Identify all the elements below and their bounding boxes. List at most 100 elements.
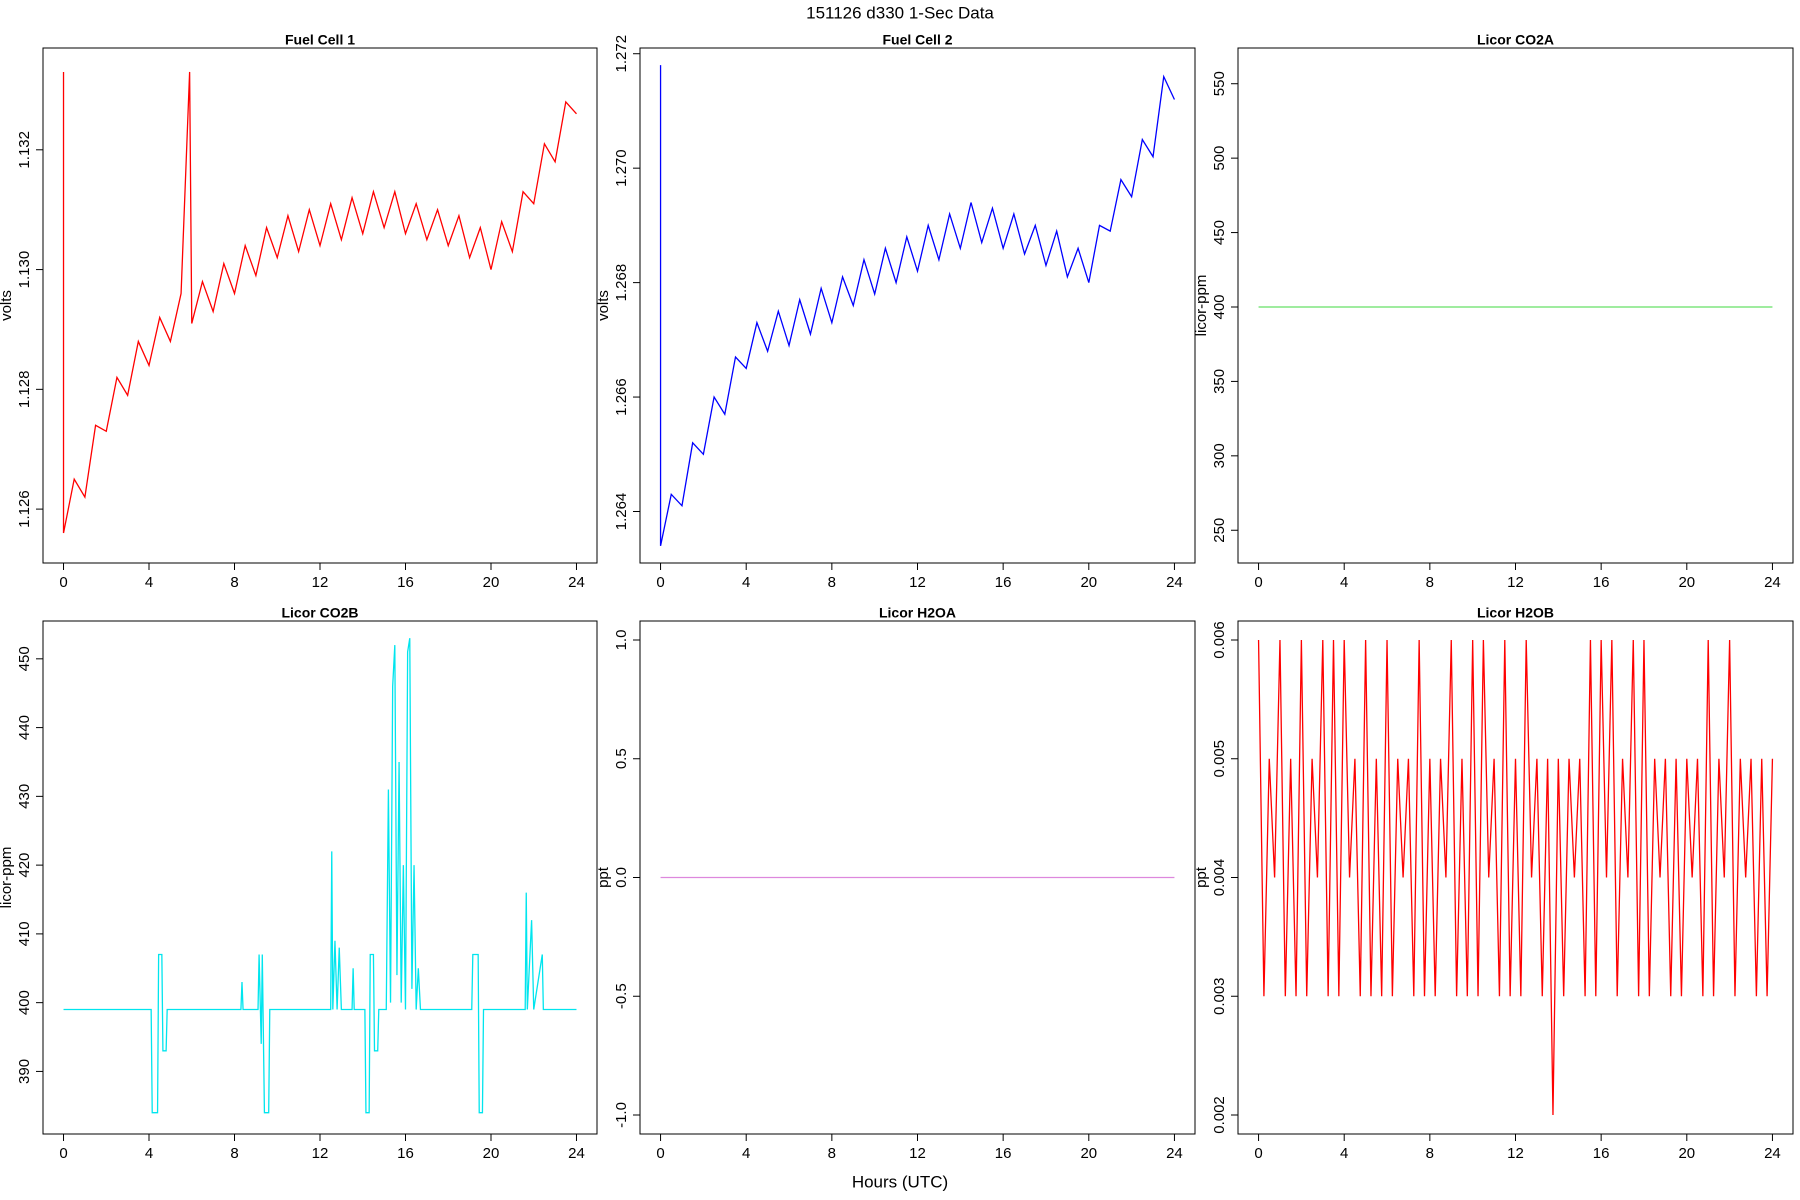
y-tick-label: 250 — [1211, 518, 1228, 543]
panel: Fuel Cell 1 volts 0 4 8 12 16 20 24 1.126 1.128 1.1… — [0, 32, 598, 591]
x-tick-label: 16 — [1593, 574, 1610, 591]
x-axis-label: Hours (UTC) — [852, 1172, 948, 1191]
x-tick-label: 8 — [1426, 574, 1434, 591]
plot-frame — [42, 47, 598, 564]
y-tick-label: 0.005 — [1211, 740, 1228, 778]
y-tick-label: 1.266 — [613, 378, 630, 416]
x-tick-label: 0 — [1254, 1145, 1262, 1162]
y-axis-label: ppt — [1193, 866, 1210, 888]
y-axis-label: volts — [0, 290, 15, 321]
panel: Licor H2OB ppt 0 4 8 12 16 20 24 0.002 0.003 0.004 0… — [1193, 605, 1794, 1162]
x-tick-label: 4 — [1340, 1145, 1348, 1162]
y-tick-label: 430 — [16, 784, 33, 809]
y-tick-label: 450 — [1211, 220, 1228, 245]
y-tick-label: 1.128 — [16, 371, 33, 409]
x-tick-label: 12 — [909, 574, 926, 591]
x-tick-label: 4 — [742, 1145, 750, 1162]
x-tick-label: 24 — [1764, 574, 1781, 591]
data-line — [63, 638, 577, 1114]
panel-title: Licor H2OB — [1477, 605, 1554, 621]
panel-title: Licor H2OA — [879, 605, 956, 621]
x-tick-label: 4 — [742, 574, 750, 591]
y-tick-label: 1.272 — [613, 35, 630, 73]
y-tick-label: 0.002 — [1211, 1096, 1228, 1134]
y-tick-label: 1.132 — [16, 131, 33, 169]
data-line — [1257, 639, 1774, 1116]
y-tick-label: -0.5 — [613, 983, 630, 1009]
x-tick-label: 0 — [656, 1145, 664, 1162]
x-tick-label: 12 — [1507, 1145, 1524, 1162]
x-tick-label: 20 — [1080, 574, 1097, 591]
y-tick-label: 410 — [16, 921, 33, 946]
x-tick-label: 0 — [1254, 574, 1262, 591]
x-tick-label: 16 — [397, 574, 414, 591]
panel-title: Fuel Cell 2 — [882, 32, 952, 48]
x-tick-label: 8 — [828, 574, 836, 591]
x-tick-label: 16 — [995, 574, 1012, 591]
x-tick-label: 20 — [1080, 1145, 1097, 1162]
y-tick-label: 0.0 — [613, 867, 630, 888]
panel: Licor H2OA ppt 0 4 8 12 16 20 24 -1.0 -0.5 0.0 0.5 1.… — [595, 605, 1196, 1162]
y-tick-label: 1.126 — [16, 490, 33, 528]
y-axis-label: licor-ppm — [1193, 275, 1210, 337]
y-tick-label: 450 — [16, 646, 33, 671]
y-tick-label: 400 — [1211, 294, 1228, 319]
x-tick-label: 24 — [568, 574, 585, 591]
x-tick-label: 16 — [397, 1145, 414, 1162]
x-tick-label: 20 — [483, 574, 500, 591]
panel-title: Licor CO2A — [1477, 32, 1554, 48]
y-tick-label: 1.270 — [613, 149, 630, 187]
y-tick-label: 390 — [16, 1059, 33, 1084]
panel: Licor CO2B licor-ppm 0 4 8 12 16 20 24 390 400 410 4… — [0, 605, 598, 1162]
data-line — [62, 71, 577, 534]
x-tick-label: 24 — [1166, 574, 1183, 591]
x-tick-label: 0 — [656, 574, 664, 591]
y-tick-label: 500 — [1211, 146, 1228, 171]
x-tick-label: 24 — [568, 1145, 585, 1162]
y-tick-label: 0.5 — [613, 748, 630, 769]
y-tick-label: -1.0 — [613, 1102, 630, 1128]
x-tick-label: 24 — [1764, 1145, 1781, 1162]
x-tick-label: 8 — [828, 1145, 836, 1162]
y-axis-label: licor-ppm — [0, 847, 15, 909]
x-tick-label: 16 — [995, 1145, 1012, 1162]
x-tick-label: 20 — [1678, 1145, 1695, 1162]
x-tick-label: 8 — [1426, 1145, 1434, 1162]
y-tick-label: 300 — [1211, 443, 1228, 468]
y-tick-label: 0.003 — [1211, 977, 1228, 1015]
y-axis-label: ppt — [595, 866, 612, 888]
plot-frame — [42, 620, 598, 1135]
y-tick-label: 0.006 — [1211, 621, 1228, 659]
x-tick-label: 12 — [1507, 574, 1524, 591]
x-tick-label: 12 — [312, 1145, 329, 1162]
data-line — [659, 65, 1176, 546]
x-tick-label: 0 — [59, 1145, 67, 1162]
plot-frame — [639, 47, 1196, 564]
panel-title: Licor CO2B — [281, 605, 358, 621]
x-tick-label: 4 — [145, 1145, 153, 1162]
y-tick-label: 1.264 — [613, 493, 630, 531]
x-tick-label: 12 — [909, 1145, 926, 1162]
y-tick-label: 420 — [16, 853, 33, 878]
figure-title: 151126 d330 1-Sec Data — [806, 3, 994, 22]
x-tick-label: 8 — [230, 1145, 238, 1162]
x-tick-label: 0 — [59, 574, 67, 591]
x-tick-label: 20 — [483, 1145, 500, 1162]
plot-frame — [1237, 47, 1794, 564]
x-tick-label: 12 — [312, 574, 329, 591]
panel-title: Fuel Cell 1 — [285, 32, 355, 48]
x-tick-label: 4 — [145, 574, 153, 591]
y-tick-label: 1.0 — [613, 630, 630, 651]
panel: Fuel Cell 2 volts 0 4 8 12 16 20 24 1.264 1.266 1.2… — [595, 32, 1196, 591]
panel: Licor CO2A licor-ppm 0 4 8 12 16 20 24 250 300 350 4… — [1193, 32, 1794, 591]
x-tick-label: 8 — [230, 574, 238, 591]
y-tick-label: 0.004 — [1211, 859, 1228, 897]
y-tick-label: 440 — [16, 715, 33, 740]
x-tick-label: 24 — [1166, 1145, 1183, 1162]
y-tick-label: 350 — [1211, 369, 1228, 394]
x-tick-label: 16 — [1593, 1145, 1610, 1162]
x-tick-label: 20 — [1678, 574, 1695, 591]
y-tick-label: 400 — [16, 990, 33, 1015]
y-axis-label: volts — [595, 290, 612, 321]
